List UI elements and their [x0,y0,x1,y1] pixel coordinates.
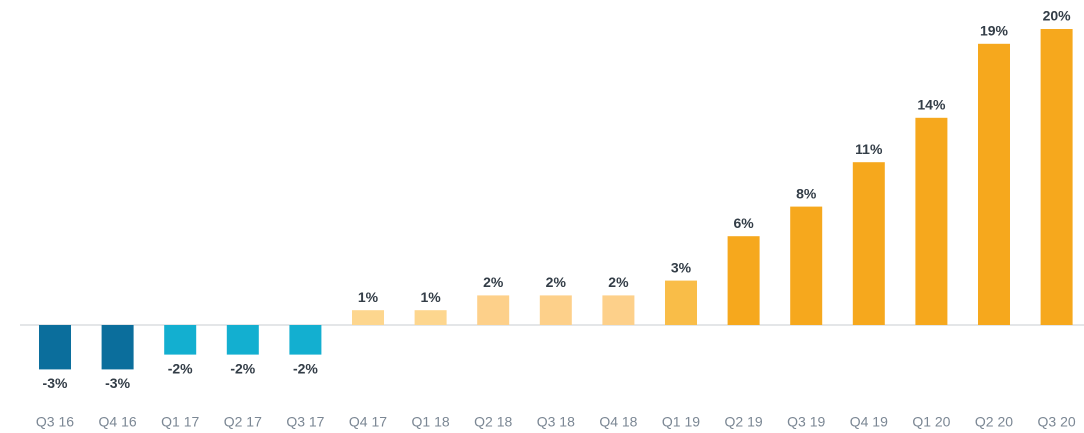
x-tick-label: Q3 16 [36,414,74,430]
value-label: -2% [230,360,255,376]
x-tick-label: Q1 19 [662,414,700,430]
bar [226,325,259,355]
bar [602,295,635,325]
bar [852,162,885,325]
bar [665,280,697,325]
value-label: 2% [608,274,629,290]
value-label: -2% [168,360,193,376]
x-tick-label: Q2 20 [975,414,1013,430]
x-tick-label: Q3 19 [787,414,825,430]
value-label: 2% [483,274,504,290]
x-tick-label: Q2 18 [474,414,512,430]
bar [414,310,447,325]
bar [1040,29,1073,325]
x-tick-label: Q1 17 [161,414,199,430]
value-label: 14% [917,97,946,113]
bar [477,295,510,325]
value-label: 1% [420,289,441,305]
value-label: 3% [671,259,692,275]
x-tick-label: Q1 18 [412,414,450,430]
value-label: -2% [293,360,318,376]
x-tick-label: Q2 17 [224,414,262,430]
value-label: 8% [796,185,817,201]
x-tick-label: Q1 20 [912,414,950,430]
value-label: -3% [43,375,68,391]
x-tick-label: Q3 20 [1038,414,1076,430]
value-label: 20% [1043,8,1072,24]
x-tick-label: Q4 17 [349,414,387,430]
x-tick-label: Q3 18 [537,414,575,430]
bar [352,310,384,325]
x-tick-label: Q2 19 [725,414,763,430]
x-tick-label: Q4 18 [599,414,637,430]
bar [727,236,760,325]
bar [790,206,823,325]
value-label: 19% [980,23,1009,39]
bar [39,325,71,370]
bar [539,295,572,325]
x-tick-label: Q3 17 [286,414,324,430]
bar [978,43,1010,326]
bar [915,117,948,325]
value-label: 1% [358,289,379,305]
value-label: -3% [105,375,130,391]
value-label: 11% [855,141,883,157]
x-tick-label: Q4 19 [850,414,888,430]
value-label: 2% [546,274,567,290]
x-tick-label: Q4 16 [99,414,137,430]
bar [164,325,197,355]
bar [101,325,134,370]
value-label: 6% [733,215,754,231]
bar [289,325,322,355]
